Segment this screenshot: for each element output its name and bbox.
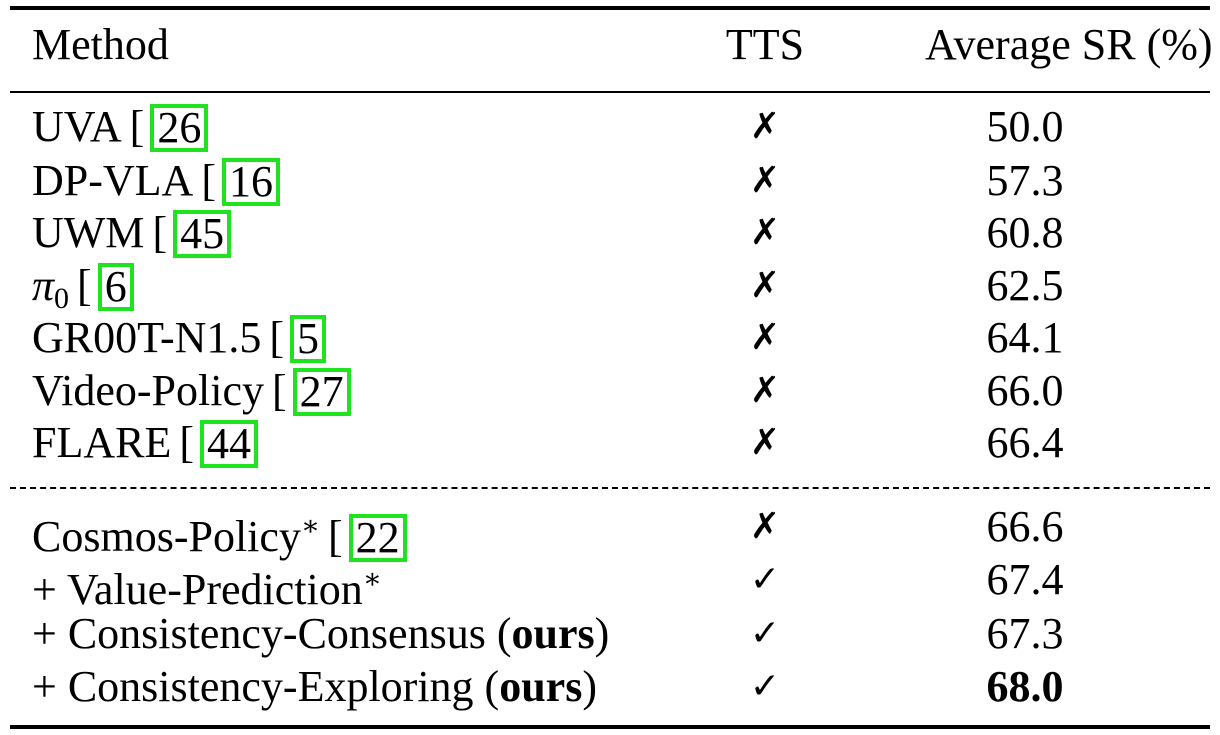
table-row-uwm: UWM[45 ✗ 60.8 [0, 206, 1220, 260]
sr-value: 66.0 [986, 366, 1064, 415]
table-row-consistency-consensus: + Consistency-Consensus (ours) ✓ 67.3 [0, 607, 1220, 661]
header-row: Method TTS Average SR (%) [0, 18, 1220, 72]
citation-link[interactable]: 44 [200, 419, 259, 468]
table-row-uva: UVA[26 ✗ 50.0 [0, 100, 1220, 154]
sr-value: 66.6 [986, 502, 1064, 551]
tts-cross-icon: ✗ [749, 160, 781, 201]
sr-value: 50.0 [986, 102, 1064, 151]
sr-value: 66.4 [986, 418, 1064, 467]
citation-link[interactable]: 27 [292, 367, 351, 416]
table-row-cosmos-policy: Cosmos-Policy∗[22 ✗ 66.6 [0, 500, 1220, 562]
method-cell: π0[6 [32, 259, 134, 326]
citation-link[interactable]: 6 [97, 262, 134, 311]
asterisk-mark: ∗ [362, 564, 382, 595]
sr-value: 67.3 [986, 609, 1064, 658]
tts-check-icon: ✓ [749, 666, 781, 707]
asterisk-mark: ∗ [300, 511, 320, 542]
table-row-value-prediction: + Value-Prediction∗ ✓ 67.4 [0, 553, 1220, 614]
sr-value-best: 68.0 [986, 662, 1064, 711]
citation-link[interactable]: 26 [150, 103, 209, 152]
method-cell: FLARE[44 [32, 416, 259, 471]
table-row-dp-vla: DP-VLA[16 ✗ 57.3 [0, 154, 1220, 208]
method-cell: + Value-Prediction∗ [32, 564, 382, 614]
tts-cross-icon: ✗ [749, 212, 781, 253]
tts-cross-icon: ✗ [749, 106, 781, 147]
method-cell: Cosmos-Policy∗[22 [32, 500, 407, 565]
dashed-separator [10, 487, 1210, 489]
method-cell: Video-Policy[27 [32, 364, 351, 419]
header-average-sr: Average SR (%) [925, 20, 1213, 69]
method-cell: UVA[26 [32, 100, 209, 155]
method-cell: UWM[45 [32, 206, 232, 261]
table-row-video-policy: Video-Policy[27 ✗ 66.0 [0, 364, 1220, 418]
tts-cross-icon: ✗ [749, 265, 781, 306]
tts-cross-icon: ✗ [749, 370, 781, 411]
sr-value: 67.4 [986, 555, 1064, 604]
method-cell: GR00T-N1.5[5 [32, 311, 327, 366]
header-method: Method [32, 20, 169, 69]
tts-cross-icon: ✗ [749, 317, 781, 358]
table-row-flare: FLARE[44 ✗ 66.4 [0, 416, 1220, 470]
bottom-rule [10, 725, 1210, 729]
table-row-consistency-exploring: + Consistency-Exploring (ours) ✓ 68.0 [0, 660, 1220, 714]
sr-value: 57.3 [986, 156, 1064, 205]
top-rule [10, 6, 1210, 10]
table-row-pi0: π0[6 ✗ 62.5 [0, 259, 1220, 315]
method-cell: DP-VLA[16 [32, 154, 280, 209]
tts-check-icon: ✓ [749, 613, 781, 654]
tts-check-icon: ✓ [749, 559, 781, 600]
citation-link[interactable]: 5 [290, 314, 327, 363]
method-cell: + Consistency-Consensus (ours) [32, 609, 610, 658]
header-tts: TTS [725, 20, 805, 69]
table-row-gr00t: GR00T-N1.5[5 ✗ 64.1 [0, 311, 1220, 365]
pi-symbol: π [32, 261, 55, 310]
header-rule [10, 91, 1210, 93]
citation-link[interactable]: 22 [348, 513, 407, 562]
tts-cross-icon: ✗ [749, 506, 781, 547]
sr-value: 64.1 [986, 313, 1064, 362]
sr-value: 62.5 [986, 261, 1064, 310]
citation-link[interactable]: 16 [221, 157, 280, 206]
citation-link[interactable]: 45 [173, 209, 232, 258]
sr-value: 60.8 [986, 208, 1064, 257]
tts-cross-icon: ✗ [749, 422, 781, 463]
method-cell: + Consistency-Exploring (ours) [32, 662, 597, 711]
